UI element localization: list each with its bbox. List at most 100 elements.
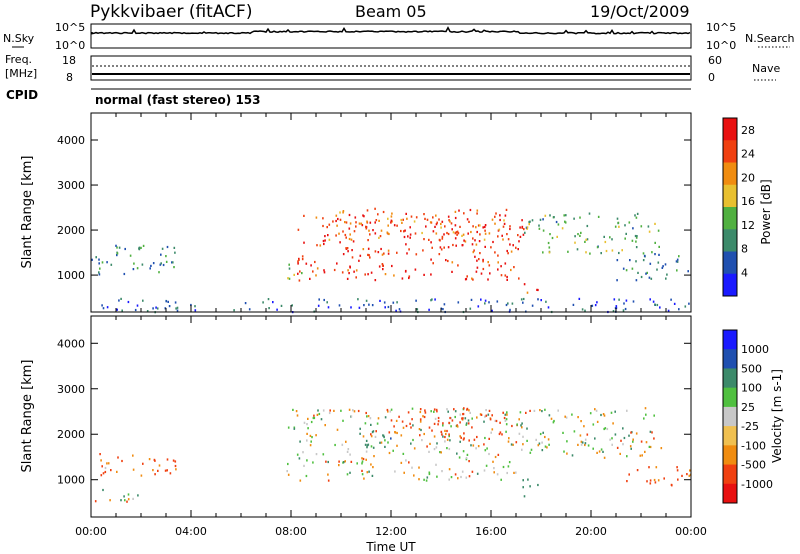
power-colorbar-label: Power [dB]	[759, 179, 773, 244]
power-axes: 4000 3000 2000 1000	[57, 113, 692, 312]
ytick-label: 3000	[57, 383, 85, 396]
nsky-tick-top: 10^5	[55, 21, 85, 34]
velocity-echo-region-6	[626, 466, 692, 487]
power-colorbar-swatch	[723, 207, 737, 230]
cpid-label: CPID	[6, 88, 38, 102]
power-ylabel: Slant Range [km]	[20, 156, 35, 269]
velocity-colorbar-swatch	[723, 464, 737, 485]
nsearch-tick-top: 10^5	[706, 21, 736, 34]
freq-unit-label: [MHz]	[5, 67, 37, 80]
freq-tick-bottom: 8	[66, 71, 73, 84]
nave-label: Nave	[752, 62, 780, 75]
velocity-colorbar-swatch	[723, 368, 737, 389]
xtick-label: 12:00	[375, 525, 407, 538]
velocity-colorbar: 1000 500 100 25 -25 -100 -500 -1000	[722, 329, 773, 504]
power-colorbar-swatch	[723, 184, 737, 208]
velocity-colorbar-swatch	[723, 387, 737, 408]
power-cells	[91, 207, 690, 314]
power-colorbar-tick: 20	[741, 171, 755, 184]
velocity-colorbar-swatch	[723, 445, 737, 466]
ytick-label: 1000	[57, 269, 85, 282]
velocity-echo-region-5	[99, 453, 177, 477]
ytick-label: 2000	[57, 428, 85, 441]
time-axis-label: Time UT	[365, 540, 416, 554]
velocity-colorbar-frame	[722, 329, 738, 504]
power-colorbar-tick: 4	[741, 266, 748, 279]
velocity-colorbar-swatch	[723, 330, 737, 350]
velocity-echo-region-2	[359, 427, 392, 449]
power-echo-region-4	[616, 253, 689, 282]
power-colorbar-swatch	[723, 162, 737, 186]
ytick-label: 4000	[57, 134, 85, 147]
nsky-tick-bottom: 10^0	[55, 39, 85, 52]
date-label: 19/Oct/2009	[590, 2, 690, 21]
power-panel-frame	[90, 112, 692, 313]
xtick-label: 16:00	[475, 525, 507, 538]
power-echo-region-3	[524, 212, 660, 255]
velocity-colorbar-swatch	[723, 426, 737, 446]
freq-strip: Freq. [MHz] 18 8 60 0 Nave	[5, 53, 780, 84]
power-colorbar-tick: 16	[741, 195, 755, 208]
power-colorbar-swatch	[723, 273, 737, 297]
freq-strip-frame	[90, 55, 692, 81]
velocity-echo-region-4	[522, 478, 539, 498]
nave-tick-bottom: 0	[708, 71, 715, 84]
velocity-colorbar-tick: 100	[741, 382, 762, 395]
velocity-ylabel: Slant Range [km]	[20, 360, 35, 473]
power-colorbar-tick: 28	[741, 124, 755, 137]
noise-strip-frame	[90, 23, 692, 49]
xtick-label: 20:00	[575, 525, 607, 538]
ytick-label: 1000	[57, 474, 85, 487]
power-echo-region-0	[297, 212, 525, 282]
xtick-label: 00:00	[75, 525, 107, 538]
power-colorbar-swatch	[723, 118, 737, 141]
velocity-panel: 4000 3000 2000 1000 00:00 04:00 08:00 12:00 16:0…	[20, 315, 707, 554]
velocity-colorbar-tick: -500	[741, 459, 766, 472]
power-colorbar: 28 24 20 16 12 8 4	[722, 117, 755, 297]
velocity-colorbar-swatch	[723, 406, 737, 427]
velocity-colorbar-tick: -25	[741, 420, 759, 433]
velocity-colorbar-tick: -100	[741, 439, 766, 452]
velocity-colorbar-swatch	[723, 349, 737, 369]
beam-label: Beam 05	[355, 2, 427, 21]
power-colorbar-tick: 8	[741, 243, 748, 256]
velocity-echo-region-1	[393, 407, 504, 441]
station-title: Pykkvibaer (fitACF)	[90, 2, 252, 22]
power-echo-region-6	[287, 263, 303, 280]
power-echo-region-5	[523, 283, 539, 294]
velocity-colorbar-tick: 25	[741, 401, 755, 414]
noise-strip: N.Sky 10^5 10^0 10^5 10^0 N.Search	[3, 21, 795, 52]
cpid-value: normal (fast stereo) 153	[95, 93, 261, 107]
power-colorbar-tick: 24	[741, 148, 755, 161]
nsky-label: N.Sky	[3, 32, 35, 45]
power-colorbar-swatch	[723, 140, 737, 163]
velocity-colorbar-swatch	[723, 483, 737, 504]
velocity-panel-frame	[90, 315, 692, 518]
velocity-cells	[94, 407, 692, 503]
xtick-label: 04:00	[175, 525, 207, 538]
freq-label: Freq.	[5, 53, 32, 66]
nsearch-label: N.Search	[745, 32, 795, 45]
velocity-colorbar-tick: 1000	[741, 343, 769, 356]
velocity-axes: 4000 3000 2000 1000 00:00 04:00 08:00 12:00 16:0…	[57, 316, 707, 538]
velocity-colorbar-label: Velocity [m s-1]	[770, 369, 784, 463]
nave-tick-top: 60	[708, 54, 722, 67]
power-echo-region-7	[101, 297, 690, 314]
ytick-label: 4000	[57, 337, 85, 350]
power-colorbar-frame	[722, 117, 738, 297]
velocity-colorbar-tick: 500	[741, 362, 762, 375]
freq-tick-top: 18	[62, 54, 76, 67]
velocity-echo-region-7	[94, 488, 139, 503]
xtick-label: 00:00	[675, 525, 707, 538]
power-panel: 4000 3000 2000 1000 Slant Range [km]	[20, 112, 692, 314]
xtick-label: 08:00	[275, 525, 307, 538]
ytick-label: 3000	[57, 179, 85, 192]
power-echo-region-1	[328, 207, 508, 241]
power-echo-region-2	[91, 244, 176, 276]
velocity-echo-region-3	[516, 407, 663, 459]
nsky-trace	[91, 26, 691, 35]
velocity-echo-region-0	[286, 407, 518, 482]
ytick-label: 2000	[57, 224, 85, 237]
nsearch-tick-bottom: 10^0	[706, 39, 736, 52]
